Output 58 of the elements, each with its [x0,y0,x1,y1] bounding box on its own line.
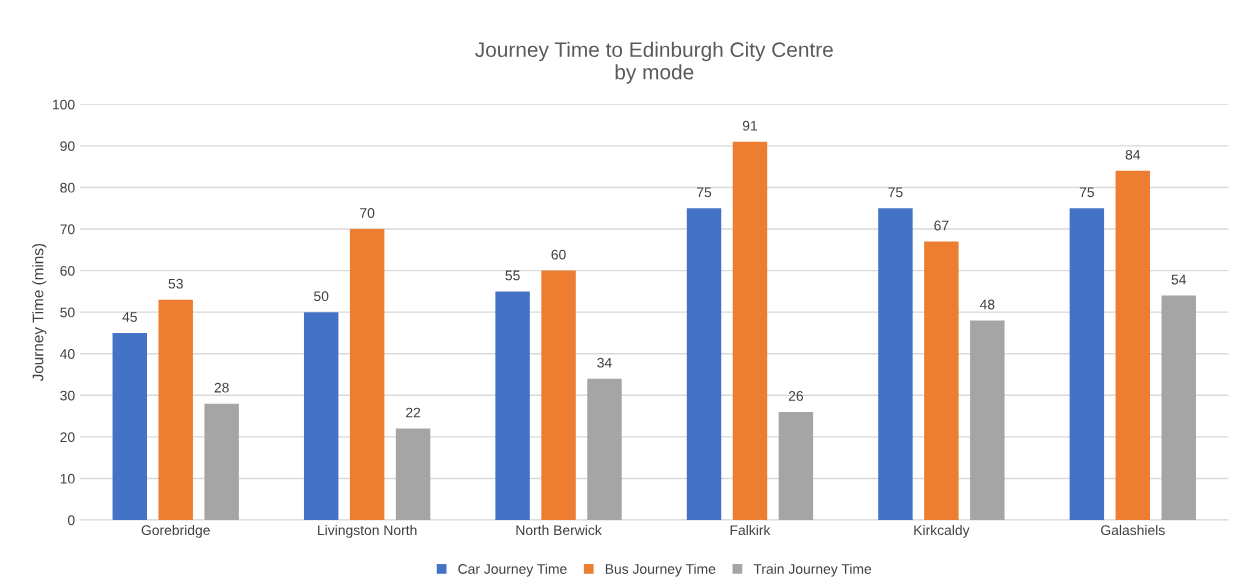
data-label: 50 [314,291,329,302]
data-label: 55 [505,270,520,281]
y-tick-label: 0 [67,515,75,526]
bar [587,378,622,521]
bar [732,141,768,521]
bar [204,403,239,521]
y-tick-label: 60 [60,265,75,276]
y-tick-label: 70 [60,224,75,235]
y-tick-label: 80 [60,182,75,193]
data-label: 84 [1125,149,1141,160]
bar [303,312,339,521]
data-label: 34 [597,357,612,368]
bar [112,332,148,521]
y-tick-label: 90 [60,141,75,152]
bar [541,270,576,521]
bar [924,241,959,521]
y-tick-label: 50 [60,307,75,318]
bar [495,291,530,521]
data-label: 91 [742,120,758,131]
bar [1161,295,1196,521]
bar [878,208,913,521]
data-label: 75 [1079,187,1094,198]
data-label: 28 [214,382,229,393]
chart-title: Journey Time to Edinburgh City Centre by mode [475,41,833,84]
bar [158,299,193,521]
legend-label: Car Journey Time [458,563,567,577]
x-tick-label: Kirkcaldy [914,524,970,538]
x-tick-label: Falkirk [730,524,771,536]
bar [970,320,1005,521]
legend-label: Bus Journey Time [605,563,716,577]
x-tick-label: Livingston North [318,524,417,538]
data-label: 70 [360,208,375,218]
bar [349,229,385,521]
data-label: 54 [1171,274,1187,285]
y-tick-label: 100 [53,99,75,110]
data-label: 67 [934,220,949,231]
y-tick-label: 30 [60,390,75,401]
y-tick-label: 40 [60,349,75,359]
x-tick-label: Galashiels [1101,524,1165,536]
x-tick-label: North Berwick [516,524,602,536]
data-label: 53 [168,278,183,289]
bar [1069,208,1105,521]
y-tick-label: 10 [60,473,75,484]
y-tick-label: 20 [60,432,75,443]
bar [395,428,431,521]
data-label: 75 [697,187,712,198]
y-axis-title: Journey Time (mins) [32,243,47,382]
data-label: 48 [979,299,995,310]
bar [778,411,814,521]
bar [686,208,722,521]
legend-label: Train Journey Time [753,563,872,577]
data-label: 22 [406,407,421,418]
data-label: 26 [788,391,804,401]
x-tick-label: Gorebridge [141,524,210,538]
data-label: 60 [551,249,566,260]
data-label: 75 [888,187,903,198]
bar [1115,170,1151,521]
data-label: 45 [122,312,137,322]
